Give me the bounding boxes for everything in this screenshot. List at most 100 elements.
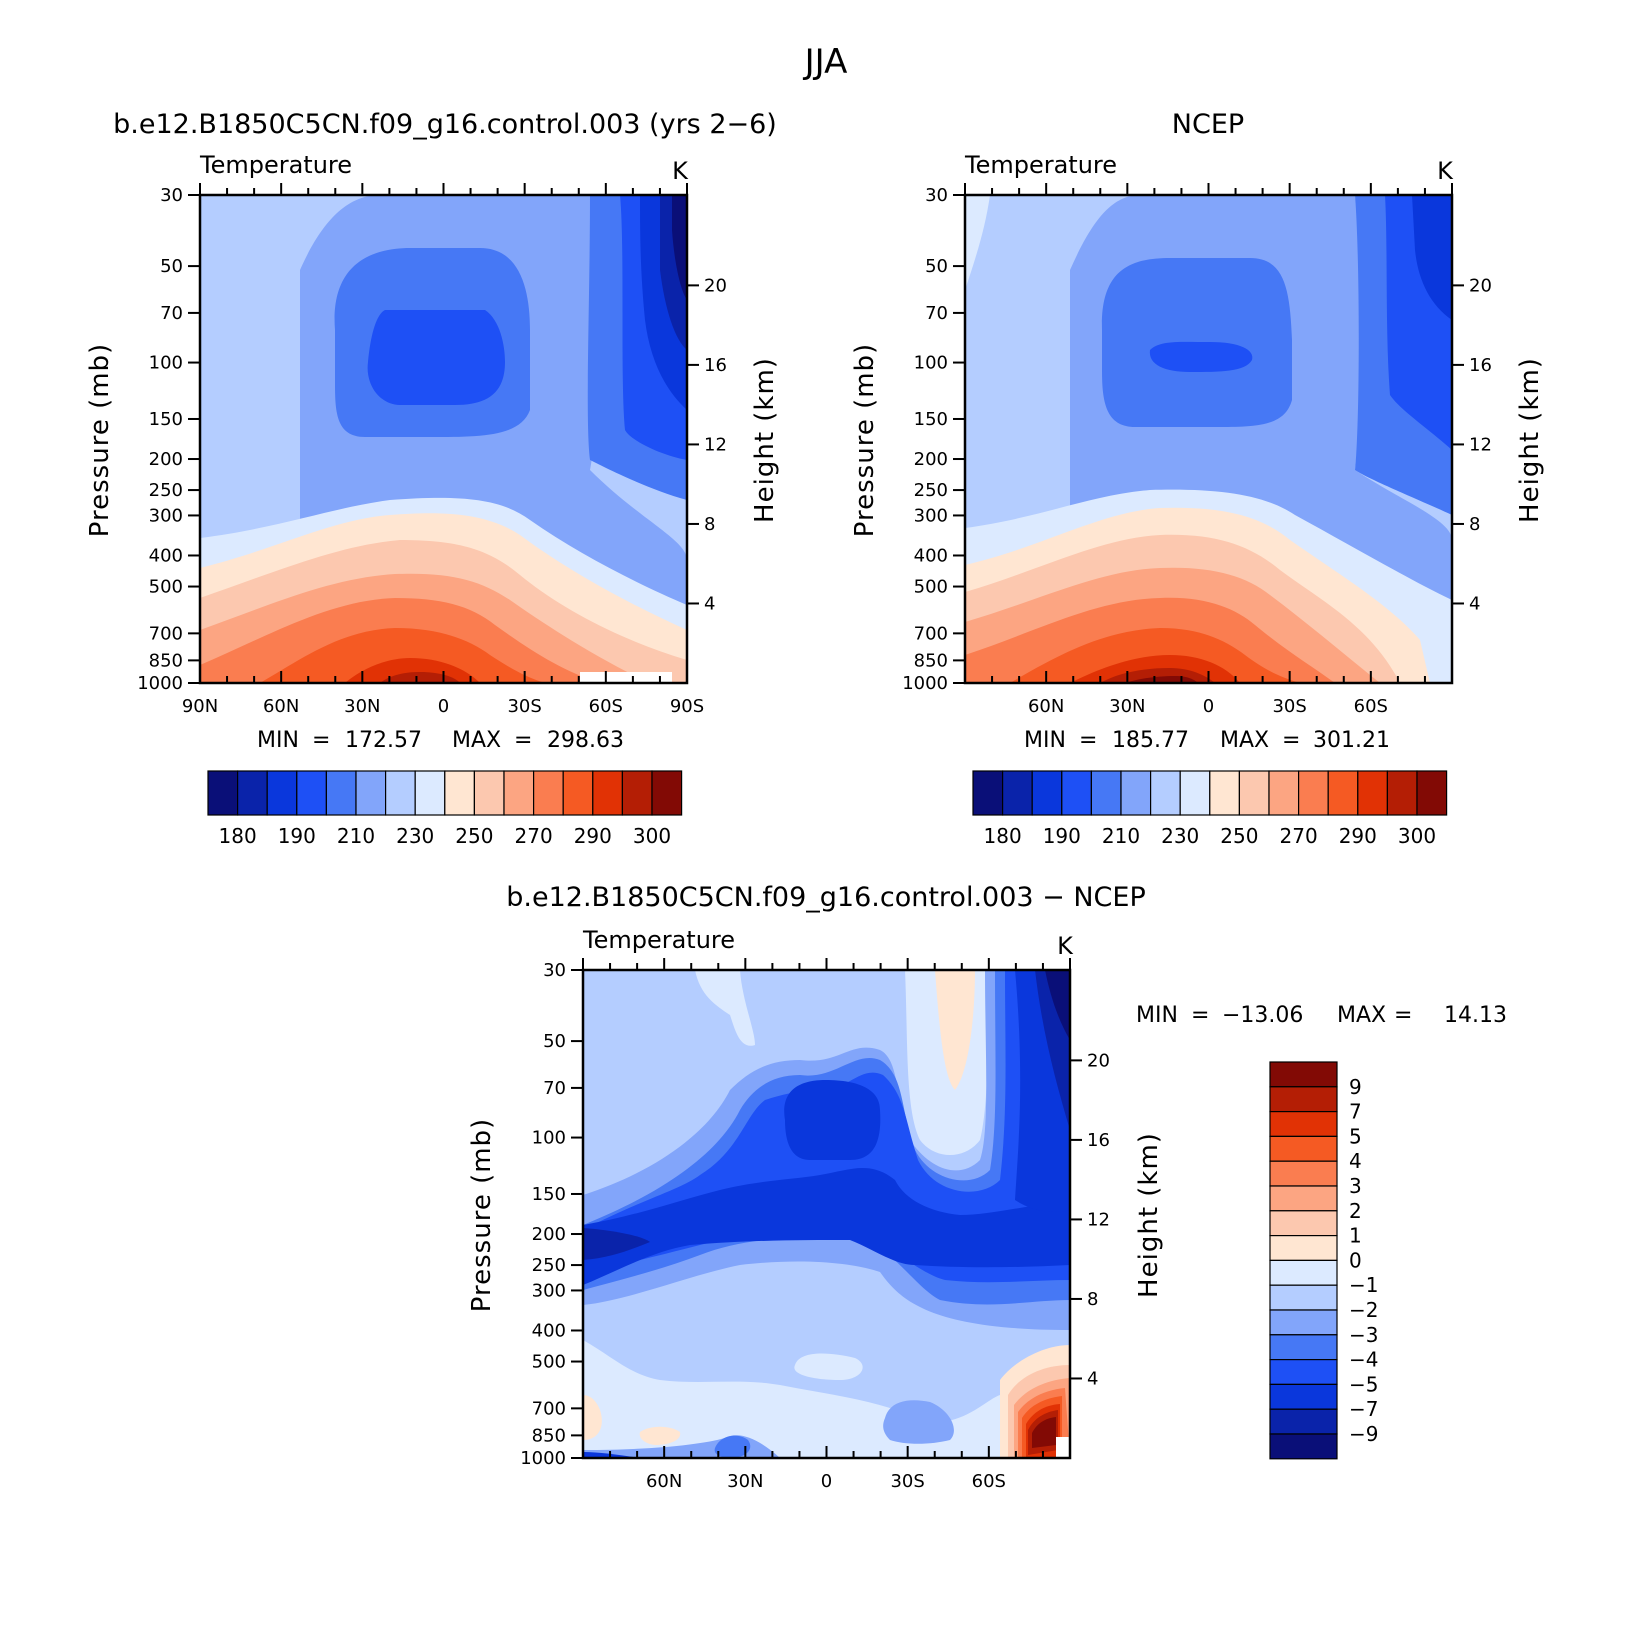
colorbar-label: 4	[1349, 1149, 1362, 1173]
lat-tick-label: 60N	[646, 1471, 682, 1492]
min-value: −13.06	[1222, 1003, 1303, 1028]
colorbar-swatch	[1269, 1309, 1338, 1336]
panel-model-ylabel-right: Height (km)	[750, 357, 780, 523]
colorbar-label: −1	[1349, 1273, 1378, 1297]
pressure-tick-label: 1000	[902, 673, 948, 694]
colorbar-swatch	[1061, 770, 1093, 816]
colorbar-swatch	[207, 770, 239, 816]
colorbar-swatch	[503, 770, 535, 816]
min-value: 172.57	[345, 728, 422, 753]
panel-model-title: b.e12.B1850C5CN.f09_g16.control.003 (yrs…	[113, 109, 777, 140]
missing-data	[580, 672, 672, 683]
panel-diff-variable: Temperature	[582, 926, 735, 954]
field-band	[1149, 341, 1253, 372]
colorbar-swatch	[1297, 770, 1329, 816]
lat-tick-label: 0	[438, 696, 449, 717]
field-band	[883, 1400, 954, 1444]
pressure-tick-label: 400	[149, 545, 183, 566]
colorbar-swatch	[1269, 1433, 1338, 1460]
pressure-tick-label: 100	[149, 353, 183, 374]
panel-obs-variable: Temperature	[964, 151, 1117, 179]
colorbar-swatch	[972, 770, 1004, 816]
max-label: MAX	[1220, 728, 1269, 753]
colorbar-swatch	[385, 770, 416, 816]
panel-diff-ylabel: Pressure (mb)	[467, 1118, 497, 1312]
colorbar-swatch	[592, 770, 623, 816]
lat-tick-label: 30S	[890, 1471, 924, 1492]
pressure-tick-label: 30	[160, 185, 183, 206]
colorbar-swatch	[1269, 1234, 1338, 1261]
pressure-tick-label: 150	[914, 409, 948, 430]
colorbar-swatch	[1238, 770, 1270, 816]
colorbar-label: 5	[1349, 1124, 1362, 1148]
colorbar-swatch	[1269, 1110, 1338, 1137]
colorbar-label: 300	[1398, 824, 1436, 848]
height-tick-label: 4	[704, 593, 715, 614]
min-eq: =	[312, 728, 330, 753]
colorbar-label: −3	[1349, 1323, 1378, 1347]
colorbar-swatch	[237, 770, 268, 816]
field-band	[367, 310, 505, 405]
field-band	[260, 628, 545, 683]
min-label: MIN	[257, 728, 299, 753]
height-tick-label: 20	[1469, 275, 1492, 296]
pressure-tick-label: 200	[149, 449, 183, 470]
colorbar-swatch	[296, 770, 327, 816]
pressure-tick-label: 500	[914, 577, 948, 598]
pressure-tick-label: 70	[925, 303, 948, 324]
pressure-tick-label: 30	[543, 960, 566, 981]
field-band	[380, 672, 460, 683]
colorbar-label: 1	[1349, 1224, 1362, 1248]
pressure-tick-label: 1000	[520, 1448, 566, 1469]
colorbar-swatch	[1269, 1061, 1338, 1088]
colorbar-swatch	[1269, 1185, 1338, 1212]
max-value: 301.21	[1313, 728, 1390, 753]
panel-diff-title: b.e12.B1850C5CN.f09_g16.control.003 − NC…	[506, 882, 1146, 913]
lat-tick-label: 30N	[1109, 696, 1145, 717]
min-eq: =	[1079, 728, 1097, 753]
pressure-tick-label: 150	[532, 1184, 566, 1205]
max-label: MAX	[452, 728, 501, 753]
colorbar-label: 0	[1349, 1248, 1362, 1272]
colorbar-label: −2	[1349, 1298, 1378, 1322]
height-tick-label: 4	[1087, 1368, 1098, 1389]
lat-tick-label: 30N	[344, 696, 380, 717]
height-tick-label: 16	[1469, 355, 1492, 376]
pressure-tick-label: 850	[149, 650, 183, 671]
colorbar-swatch	[1001, 770, 1033, 816]
field-band	[794, 1353, 863, 1380]
page-title: JJA	[803, 42, 848, 82]
lat-tick-label: 90N	[182, 696, 218, 717]
max-eq: =	[1394, 1003, 1412, 1028]
field-band	[965, 195, 990, 290]
height-tick-label: 20	[704, 275, 727, 296]
max-label: MAX	[1337, 1003, 1386, 1028]
max-eq: =	[514, 728, 532, 753]
height-tick-label: 8	[704, 514, 715, 535]
colorbar-swatch	[444, 770, 475, 816]
colorbar-swatch	[1269, 1210, 1338, 1237]
panel-model-units: K	[672, 157, 689, 185]
colorbar-swatch	[1269, 1160, 1338, 1187]
colorbar-label: 300	[633, 824, 671, 848]
colorbar-swatch	[621, 770, 653, 816]
min-value: 185.77	[1112, 728, 1189, 753]
panel-obs-units: K	[1437, 157, 1454, 185]
panel-obs-minmax: MIN = 185.77 MAX = 301.21	[1024, 728, 1390, 753]
colorbar-label: 250	[1220, 824, 1258, 848]
field-band	[1010, 628, 1300, 683]
pressure-tick-label: 100	[532, 1128, 566, 1149]
pressure-tick-label: 700	[914, 623, 948, 644]
colorbar-swatch	[1269, 1086, 1338, 1113]
colorbar-swatch	[1269, 1284, 1338, 1311]
pressure-tick-label: 400	[914, 545, 948, 566]
colorbar-swatch	[1269, 1358, 1338, 1385]
panel-diff-ylabel-right: Height (km)	[1134, 1132, 1164, 1298]
panel-model-field	[200, 195, 687, 683]
lat-tick-label: 60S	[972, 1471, 1006, 1492]
colorbar-swatch	[1149, 770, 1181, 816]
colorbar-label: 7	[1349, 1100, 1362, 1124]
lat-tick-label: 60S	[589, 696, 623, 717]
colorbar-swatch	[1416, 770, 1448, 816]
field-band	[784, 1080, 881, 1160]
